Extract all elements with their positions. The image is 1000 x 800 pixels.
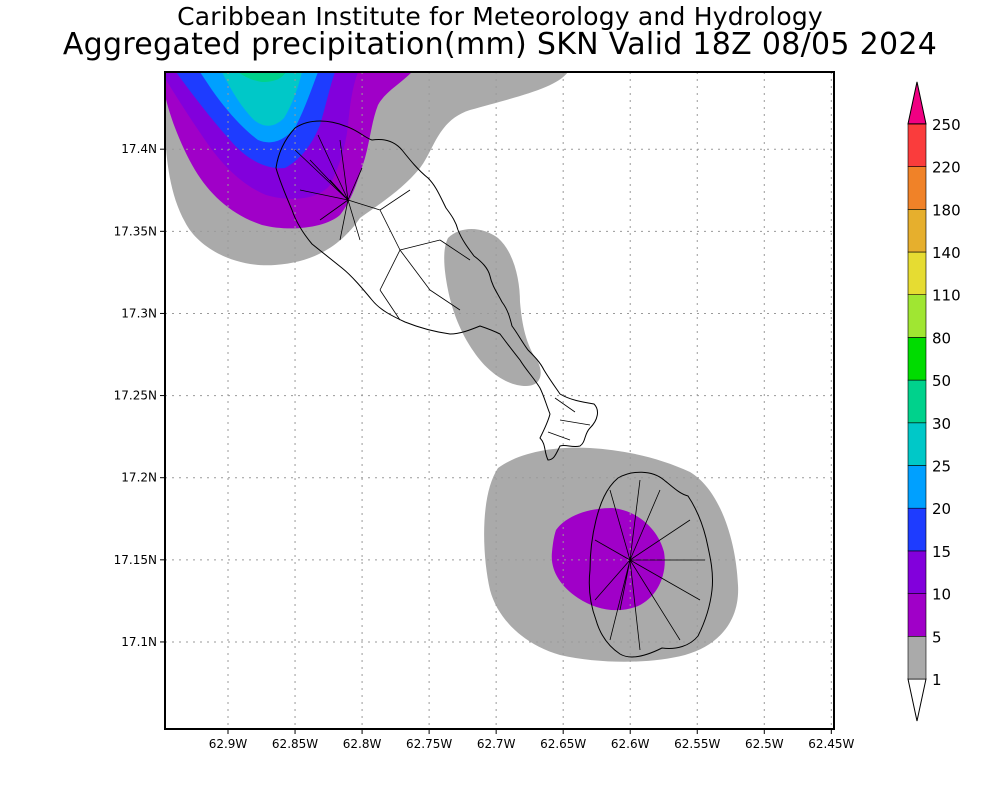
lat-tick-label: 17.15N xyxy=(114,553,157,567)
legend-label: 5 xyxy=(932,628,942,646)
legend-label: 110 xyxy=(932,287,961,305)
lon-tick-label: 62.7W xyxy=(477,737,516,751)
precip-area-north-25mm xyxy=(222,72,302,126)
coastline-nevis xyxy=(588,471,713,658)
legend-label: 25 xyxy=(932,458,951,476)
legend-color-segment xyxy=(907,593,927,637)
lon-tick-label: 62.85W xyxy=(272,737,318,751)
legend-color-segment xyxy=(907,166,927,210)
precip-area-nevis-5mm xyxy=(551,508,665,611)
precip-area-stkitts-east-1mm xyxy=(444,229,541,386)
legend-label: 1 xyxy=(932,671,942,689)
lon-tick-label: 62.8W xyxy=(343,737,382,751)
legend-label: 15 xyxy=(932,543,951,561)
lon-tick-label: 62.9W xyxy=(209,737,248,751)
legend-label: 30 xyxy=(932,415,951,433)
lon-tick-label: 62.75W xyxy=(406,737,452,751)
precip-area-north-30mm xyxy=(238,72,286,82)
lat-tick-label: 17.3N xyxy=(121,306,157,320)
legend-label: 220 xyxy=(932,159,961,177)
map-frame-border xyxy=(164,71,835,730)
lat-tick-label: 17.25N xyxy=(114,389,157,403)
lat-tick-label: 17.1N xyxy=(121,635,157,649)
legend-color-segment xyxy=(907,422,927,466)
map-grid xyxy=(165,72,834,729)
latitude-axis: 17.4N 17.35N 17.3N 17.25N 17.2N 17.15N 17.1N xyxy=(114,142,165,649)
legend-label: 80 xyxy=(932,329,951,347)
lon-tick-label: 62.6W xyxy=(611,737,650,751)
legend-label: 50 xyxy=(932,372,951,390)
legend-under-triangle xyxy=(907,678,927,722)
legend-color-segment xyxy=(907,337,927,381)
legend-label: 10 xyxy=(932,586,951,604)
legend-color-segment xyxy=(907,209,927,253)
legend-color-segment xyxy=(907,379,927,424)
lon-tick-label: 62.55W xyxy=(674,737,720,751)
lat-tick-label: 17.2N xyxy=(121,471,157,485)
legend-label: 20 xyxy=(932,500,951,518)
legend-color-segment xyxy=(907,550,927,594)
legend-color-segment xyxy=(907,465,927,509)
lon-tick-label: 62.45W xyxy=(808,737,854,751)
lon-tick-label: 62.5W xyxy=(745,737,784,751)
title-product: Aggregated precipitation(mm) SKN Valid 1… xyxy=(62,27,938,62)
map-field xyxy=(165,72,739,662)
legend-color-segment xyxy=(907,251,927,296)
lon-tick-label: 62.65W xyxy=(540,737,586,751)
legend-label: 140 xyxy=(932,244,961,262)
longitude-axis: 62.9W 62.85W 62.8W 62.75W 62.7W 62.65W 62.6W 62… xyxy=(209,729,855,751)
legend-over-triangle xyxy=(907,81,927,125)
legend-color-segment xyxy=(907,123,927,167)
legend-label: 180 xyxy=(932,201,961,219)
title-institute: Caribbean Institute for Meteorology and … xyxy=(177,2,823,31)
legend-color-segment xyxy=(907,294,927,338)
lat-tick-label: 17.35N xyxy=(114,224,157,238)
coastline-st-kitts xyxy=(275,120,598,461)
lat-tick-label: 17.4N xyxy=(121,142,157,156)
legend-label: 250 xyxy=(932,116,961,134)
legend-color-segment xyxy=(907,635,927,680)
legend-color-segment xyxy=(907,507,927,552)
